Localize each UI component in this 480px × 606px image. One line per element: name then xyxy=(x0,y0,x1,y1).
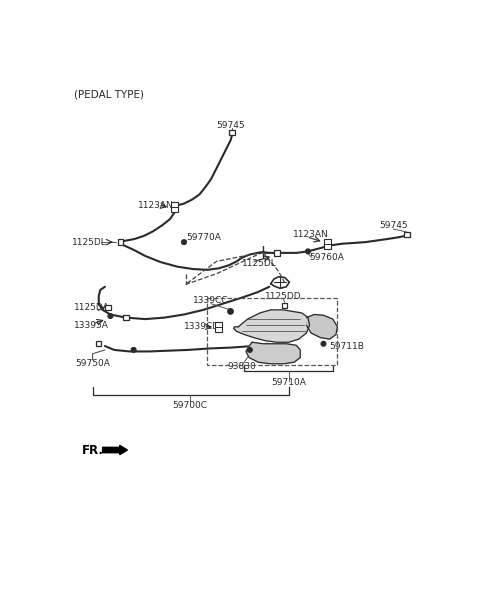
Text: 1125DA: 1125DA xyxy=(74,303,110,312)
Text: 59745: 59745 xyxy=(216,121,245,130)
Circle shape xyxy=(321,341,326,346)
Bar xyxy=(96,341,101,347)
Text: 59760A: 59760A xyxy=(310,253,345,262)
Text: 1339CD: 1339CD xyxy=(184,322,220,331)
Text: 59770A: 59770A xyxy=(186,233,221,242)
Circle shape xyxy=(306,249,311,254)
Text: 59700C: 59700C xyxy=(173,401,208,410)
Text: FR.: FR. xyxy=(82,444,104,456)
Bar xyxy=(216,322,222,332)
Bar xyxy=(324,239,331,250)
Polygon shape xyxy=(306,315,337,339)
Bar xyxy=(105,305,111,310)
Polygon shape xyxy=(246,342,300,364)
FancyArrow shape xyxy=(103,445,127,454)
Circle shape xyxy=(228,308,233,314)
Bar xyxy=(123,315,129,321)
Text: (PEDAL TYPE): (PEDAL TYPE) xyxy=(74,90,144,99)
Text: 59711B: 59711B xyxy=(330,342,365,350)
Bar xyxy=(229,130,235,136)
Text: 1123AN: 1123AN xyxy=(292,230,328,239)
Circle shape xyxy=(108,314,113,318)
Text: 1125DL: 1125DL xyxy=(242,259,277,268)
Polygon shape xyxy=(234,310,310,342)
Text: 1339CC: 1339CC xyxy=(193,296,229,305)
Bar xyxy=(207,298,337,365)
Text: 13395A: 13395A xyxy=(74,321,109,330)
Text: 59750A: 59750A xyxy=(75,359,110,368)
Bar xyxy=(405,231,410,237)
Bar xyxy=(274,250,280,256)
Text: 1125DD: 1125DD xyxy=(265,291,301,301)
Text: 1125DL: 1125DL xyxy=(72,238,107,247)
Text: 1123AN: 1123AN xyxy=(137,201,173,210)
Bar xyxy=(171,202,178,213)
Text: 93830: 93830 xyxy=(228,362,256,371)
Circle shape xyxy=(248,348,252,352)
Bar xyxy=(118,239,123,245)
Text: 59710A: 59710A xyxy=(271,378,306,387)
Circle shape xyxy=(181,240,186,244)
Text: 59745: 59745 xyxy=(379,221,408,230)
Bar xyxy=(282,302,288,308)
Circle shape xyxy=(132,348,136,352)
